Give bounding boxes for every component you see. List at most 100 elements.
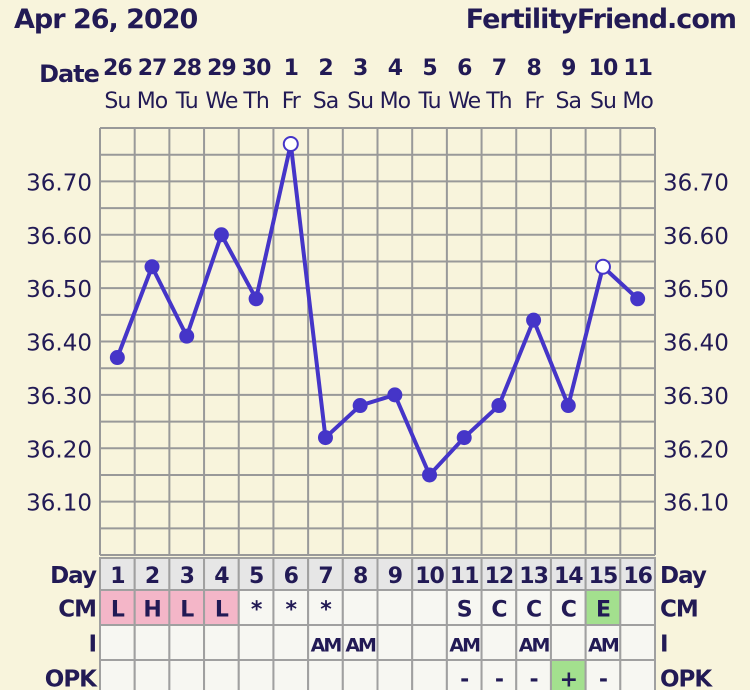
table-cell [99,659,136,690]
row-cm-value: H [143,598,160,623]
table-cell [584,557,622,591]
row-opk-value: - [599,668,607,690]
table-cell [376,659,414,690]
row-cm-value: * [251,598,263,623]
weekday-label: Fr [525,89,545,114]
row-day-value: 14 [554,564,583,589]
table-cell [203,659,240,690]
row-day-value: 10 [415,564,444,589]
table-cell [411,589,448,626]
date-label: 30 [242,56,271,81]
y-tick-label-left: 36.70 [26,170,92,196]
table-cell [237,624,275,661]
row-label-right: CM [660,597,698,623]
y-tick-label-right: 36.40 [663,331,729,357]
weekday-label: Sa [313,89,338,114]
date-label: 11 [623,56,652,81]
row-day-value: 11 [450,564,479,589]
date-label: 1 [284,56,298,81]
table-cell [237,557,275,591]
weekday-label: Su [104,89,130,114]
table-cell [99,589,136,626]
weekday-label: Su [590,89,616,114]
date-label: 2 [318,56,332,81]
weekday-label: Fr [282,89,302,114]
date-label: 4 [388,56,403,81]
temperature-point [179,328,195,344]
temperature-point-open [282,136,299,153]
row-label-left: CM [58,597,96,623]
table-cell [237,659,275,690]
temperature-point [109,350,125,366]
temperature-point [422,467,438,483]
row-opk-value: + [560,668,577,690]
row-label-left: I [88,632,96,658]
table-cell [272,659,310,690]
table-cell [376,624,414,661]
table-cell [341,659,379,690]
row-cm-value: S [457,598,472,623]
row-label-right: Day [660,563,707,589]
weekday-label: Tu [175,89,198,114]
weekday-label: Th [242,89,268,114]
row-opk-value: - [460,668,468,690]
row-i-value: AM [311,635,342,657]
table-cell [133,589,171,626]
y-tick-label-right: 36.50 [663,277,729,303]
weekday-label: Mo [137,89,168,114]
y-tick-label-left: 36.50 [26,277,92,303]
date-label: 29 [207,56,236,81]
date-label: 3 [353,56,367,81]
row-day-value: 15 [589,564,618,589]
weekday-label: Mo [380,89,411,114]
table-cell [619,557,656,591]
row-cm-value: L [215,598,229,623]
row-day-value: 6 [284,564,299,589]
table-cell [411,659,448,690]
y-tick-label-left: 36.10 [26,491,92,517]
table-cell [619,659,656,690]
temperature-line [115,142,640,477]
date-label: 10 [589,56,618,81]
temperature-point [317,430,333,446]
table-cell [341,589,379,626]
date-label: 5 [422,56,436,81]
table-cell [272,624,310,661]
temperature-point [387,387,403,403]
table-cell [376,589,414,626]
row-cm-value: L [180,598,194,623]
row-cm-value: * [320,598,332,623]
row-cm-value: L [111,598,125,623]
y-tick-label-left: 36.20 [26,437,92,463]
table-cell [307,659,344,690]
table-cell [203,624,240,661]
date-axis-label: Date [39,60,100,88]
row-i-value: AM [449,635,480,657]
table-cell [549,589,587,626]
table-cell [99,624,136,661]
table-cell [480,624,518,661]
temperature-point [248,291,264,307]
weekday-label: Sa [556,89,581,114]
row-day-value: 5 [249,564,263,589]
table-cell [619,624,656,661]
row-day-value: 13 [519,564,548,589]
temperature-point-open [594,258,611,275]
brand-logo: FertilityFriend.com [465,4,737,35]
table-cell [411,624,448,661]
y-tick-label-left: 36.30 [26,384,92,410]
row-i-value: AM [519,635,550,657]
temperature-point [630,291,646,307]
date-label: 27 [138,56,167,81]
y-tick-label-right: 36.70 [663,170,729,196]
row-day-value: 9 [388,564,402,589]
row-day-value: 8 [353,564,367,589]
row-day-value: 3 [180,564,194,589]
date-label: 28 [172,56,201,81]
temperature-point [213,227,229,243]
row-label-right: I [660,632,668,658]
row-cm-value: C [561,598,576,623]
table-cell [445,557,483,591]
